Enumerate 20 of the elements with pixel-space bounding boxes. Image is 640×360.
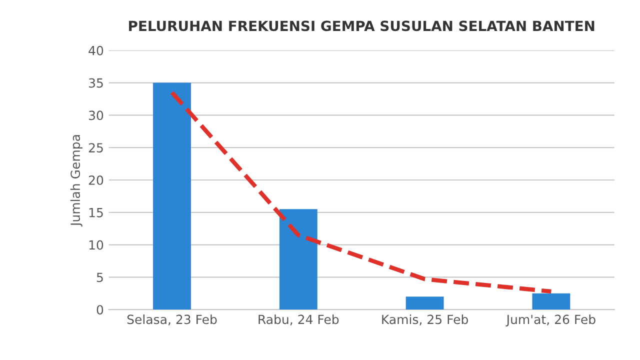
y-tick-label: 0 (96, 305, 104, 315)
y-tick-label: 35 (88, 78, 103, 88)
bar (532, 293, 570, 310)
x-tick-label: Rabu, 24 Feb (258, 314, 339, 326)
y-tick-label: 5 (96, 272, 103, 282)
y-tick-label: 15 (89, 208, 103, 218)
bar (279, 209, 318, 310)
line-series (170, 90, 554, 294)
y-tick-label: 40 (88, 46, 104, 56)
y-tick-label: 20 (88, 175, 104, 185)
bar (406, 296, 444, 310)
chart-title: PELURUHAN FREKUENSI GEMPA SUSULAN SELATAN BANTEN (129, 20, 594, 32)
x-tick-label: Selasa, 23 Feb (127, 314, 217, 326)
y-tick-label: 30 (88, 110, 104, 120)
y-axis-title: Jumlah Gempa (70, 135, 82, 227)
bar (153, 82, 191, 310)
x-tick-label: Kamis, 25 Feb (382, 314, 468, 326)
y-tick-label: 25 (88, 143, 103, 153)
x-tick-label: Jum'at, 26 Feb (506, 314, 596, 326)
y-tick-label: 10 (89, 240, 104, 250)
